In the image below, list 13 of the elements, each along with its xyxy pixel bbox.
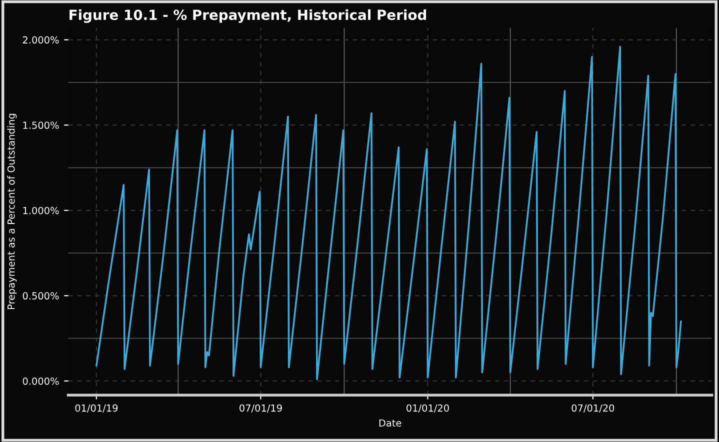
x-tick-label: 07/01/20 [572, 404, 614, 412]
y-axis-title: Prepayment as a Percent of Outstanding [7, 114, 17, 310]
x-tick-label: 01/01/20 [406, 404, 449, 412]
x-tick-label: 07/01/19 [240, 404, 282, 412]
y-tick-label: 2.000% [22, 36, 59, 44]
y-tick-label: 1.000% [23, 206, 59, 214]
y-tick-label: 0.000% [22, 377, 59, 385]
x-axis-title: Date [379, 419, 402, 427]
chart-title: Figure 10.1 - % Prepayment, Historical Period [70, 9, 426, 23]
y-tick-label: 0.500% [22, 292, 59, 300]
y-tick-label: 1.500% [23, 122, 59, 129]
x-tick-label: 01/01/19 [75, 404, 118, 412]
line-series [96, 46, 682, 380]
